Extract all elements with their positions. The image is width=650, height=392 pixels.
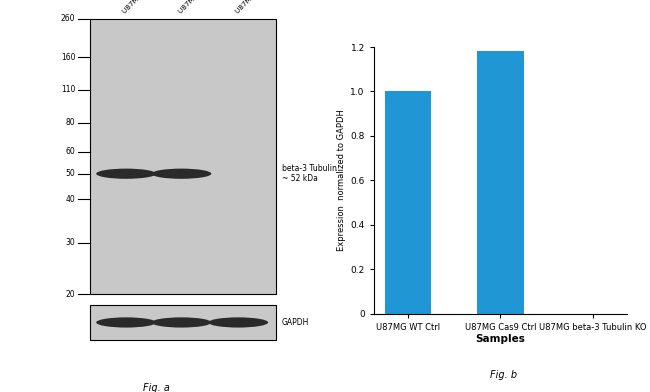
Y-axis label: Expression  normalized to GAPDH: Expression normalized to GAPDH: [337, 109, 346, 251]
Text: GAPDH: GAPDH: [281, 318, 309, 327]
Ellipse shape: [151, 318, 211, 328]
Text: 50: 50: [66, 169, 75, 178]
Text: U87MG - Cas9 - Ctrl: U87MG - Cas9 - Ctrl: [177, 0, 232, 15]
Text: 20: 20: [66, 290, 75, 299]
Ellipse shape: [151, 169, 211, 179]
Text: U87MG - beta-3 Tubulin - KO: U87MG - beta-3 Tubulin - KO: [234, 0, 311, 15]
Text: 60: 60: [66, 147, 75, 156]
Text: beta-3 Tubulin
~ 52 kDa: beta-3 Tubulin ~ 52 kDa: [281, 164, 337, 183]
Text: 110: 110: [61, 85, 75, 94]
Text: 30: 30: [66, 238, 75, 247]
Text: Fig. a: Fig. a: [142, 383, 170, 392]
FancyBboxPatch shape: [90, 19, 276, 294]
Text: 260: 260: [60, 14, 75, 23]
Text: 160: 160: [60, 53, 75, 62]
Text: 80: 80: [66, 118, 75, 127]
Text: Fig. b: Fig. b: [490, 370, 517, 380]
Ellipse shape: [208, 318, 268, 328]
Ellipse shape: [96, 169, 156, 179]
X-axis label: Samples: Samples: [476, 334, 525, 345]
Ellipse shape: [96, 318, 156, 328]
Text: 40: 40: [66, 195, 75, 204]
Bar: [385, 91, 432, 314]
Text: U87MG - WT - Ctrl: U87MG - WT - Ctrl: [122, 0, 172, 15]
FancyBboxPatch shape: [90, 305, 276, 339]
Bar: [478, 51, 523, 314]
